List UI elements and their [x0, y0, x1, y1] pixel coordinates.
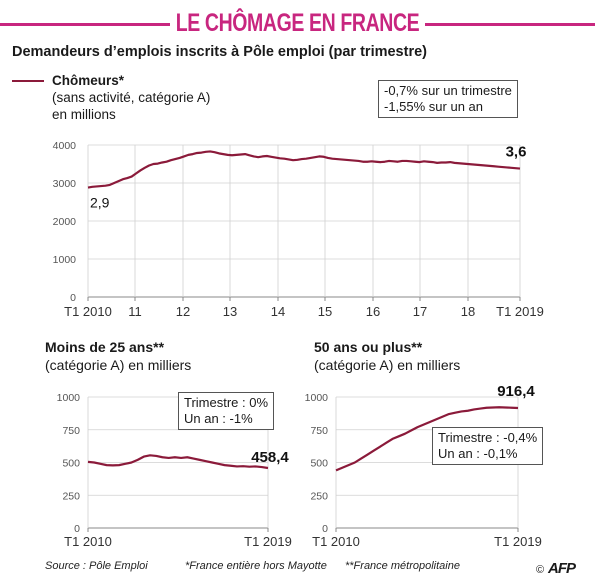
senior-chart-title: 50 ans ou plus** (catégorie A) en millie…	[314, 338, 460, 374]
youth-chart-title: Moins de 25 ans** (catégorie A) en milli…	[45, 338, 191, 374]
main-x-tick-label: 12	[176, 304, 190, 319]
main-y-tick-label: 3000	[53, 178, 77, 190]
youth-chart-callout: Trimestre : 0% Un an : -1%	[178, 392, 275, 430]
main-x-tick-label: T1 2019	[496, 304, 544, 319]
main-x-tick-label: 17	[413, 304, 427, 319]
youth-title-bold: Moins de 25 ans**	[45, 339, 165, 355]
title-rule-left	[0, 23, 170, 26]
title-rule-right	[425, 23, 595, 26]
page-title: LE CHÔMAGE EN FRANCE	[175, 9, 420, 37]
main-x-tick-label: 16	[366, 304, 380, 319]
legend-swatch	[12, 80, 44, 82]
legend-series-name: Chômeurs*	[52, 73, 125, 88]
senior-chart-callout: Trimestre : -0,4% Un an : -0,1%	[432, 427, 544, 465]
youth-callout-year: Un an : -1%	[184, 411, 253, 426]
main-y-tick-label: 4000	[53, 140, 77, 152]
main-end-value-label: 3,6	[506, 144, 527, 161]
senior-y-tick-label: 0	[322, 523, 328, 535]
main-callout-year: -1,55% sur un an	[384, 99, 484, 114]
main-y-tick-label: 1000	[53, 254, 77, 266]
youth-end-value-label: 458,4	[251, 449, 289, 466]
senior-y-tick-label: 750	[310, 425, 328, 437]
legend-series-desc: (sans activité, catégorie A)	[52, 90, 211, 105]
afp-logo: AFP	[548, 560, 576, 577]
senior-callout-year: Un an : -0,1%	[438, 446, 518, 461]
senior-x-tick-label: T1 2010	[312, 534, 360, 549]
senior-callout-quarter: Trimestre : -0,4%	[438, 430, 538, 445]
footer-note-1: *France entière hors Mayotte	[185, 560, 327, 572]
senior-x-tick-label: T1 2019	[494, 534, 542, 549]
copyright-mark: ©	[536, 564, 545, 576]
youth-x-tick-label: T1 2019	[244, 534, 292, 549]
main-x-tick-label: T1 2010	[64, 304, 112, 319]
main-x-tick-label: 15	[318, 304, 332, 319]
youth-series-line	[87, 454, 269, 470]
main-x-tick-label: 18	[461, 304, 475, 319]
main-callout-quarter: -0,7% sur un trimestre	[384, 83, 512, 98]
main-x-tick-label: 13	[223, 304, 237, 319]
main-y-tick-label: 0	[70, 292, 76, 304]
title-band: LE CHÔMAGE EN FRANCE	[0, 8, 595, 38]
main-x-tick-label: 14	[271, 304, 285, 319]
main-chart-callout: -0,7% sur un trimestre -1,55% sur un an	[378, 80, 518, 118]
youth-callout-quarter: Trimestre : 0%	[184, 395, 269, 410]
youth-y-tick-label: 0	[74, 523, 80, 535]
youth-x-tick-label: T1 2010	[64, 534, 112, 549]
legend-series-unit: en millions	[52, 107, 116, 122]
footer-note-2: **France métropolitaine	[345, 560, 460, 572]
main-x-tick-label: 11	[128, 304, 142, 319]
youth-y-tick-label: 500	[62, 458, 80, 470]
senior-y-tick-label: 500	[310, 458, 328, 470]
youth-y-tick-label: 1000	[57, 392, 81, 404]
senior-end-value-label: 916,4	[497, 383, 535, 400]
legend-text: Chômeurs* (sans activité, catégorie A) e…	[52, 72, 210, 123]
youth-title-rest: (catégorie A) en milliers	[45, 357, 192, 373]
youth-y-tick-label: 750	[62, 425, 80, 437]
youth-y-tick-label: 250	[62, 490, 80, 502]
senior-y-tick-label: 250	[310, 490, 328, 502]
main-series-line	[87, 150, 521, 189]
main-start-value-label: 2,9	[90, 195, 110, 211]
footer-source: Source : Pôle Emploi	[45, 560, 148, 572]
chart-subtitle: Demandeurs d’emplois inscrits à Pôle emp…	[12, 44, 427, 60]
senior-title-bold: 50 ans ou plus**	[314, 339, 423, 355]
senior-y-tick-label: 1000	[305, 392, 329, 404]
main-y-tick-label: 2000	[53, 216, 77, 228]
senior-title-rest: (catégorie A) en milliers	[314, 357, 461, 373]
senior-series-line	[335, 406, 519, 472]
